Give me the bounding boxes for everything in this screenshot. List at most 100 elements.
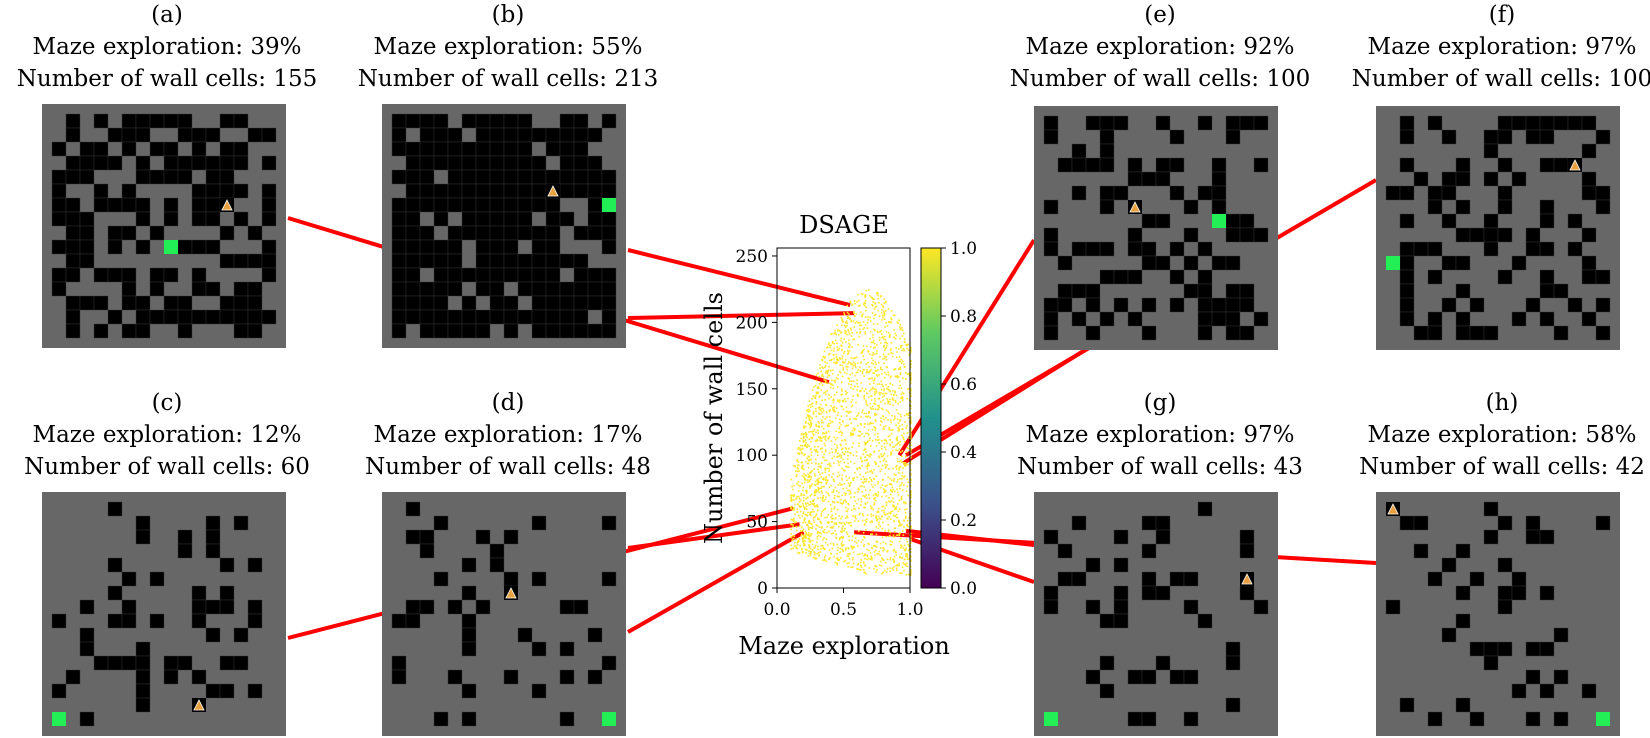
wall-cell	[1141, 171, 1157, 187]
wall-cell	[261, 197, 277, 213]
scatter-point	[878, 550, 881, 553]
scatter-point	[810, 403, 813, 405]
wall-cell	[531, 253, 547, 269]
scatter-point	[833, 405, 836, 408]
scatter-point	[895, 567, 898, 570]
scatter-point	[910, 405, 912, 407]
scatter-point	[890, 321, 892, 324]
scatter-point	[842, 536, 845, 538]
scatter-point	[809, 554, 812, 557]
scatter-point	[901, 434, 903, 437]
scatter-point	[800, 433, 803, 436]
wall-cell	[461, 585, 477, 601]
scatter-point	[905, 502, 907, 505]
scatter-point	[889, 443, 891, 446]
scatter-point	[872, 323, 875, 325]
scatter-point	[817, 548, 819, 551]
scatter-point	[866, 404, 869, 407]
wall-cell	[1399, 311, 1415, 327]
scatter-point	[899, 337, 901, 340]
scatter-point	[888, 535, 890, 538]
wall-cell	[1427, 711, 1443, 727]
scatter-point	[803, 454, 805, 457]
scatter-point	[872, 372, 874, 375]
scatter-point	[834, 449, 837, 451]
scatter-point	[817, 497, 819, 500]
wall-cell	[447, 141, 463, 157]
wall-cell	[1399, 283, 1415, 299]
scatter-point	[884, 542, 887, 545]
scatter-point	[906, 446, 909, 449]
scatter-point	[850, 422, 853, 425]
scatter-point	[884, 402, 886, 405]
scatter-point	[872, 497, 875, 500]
scatter-point	[900, 358, 902, 361]
scatter-point	[863, 435, 866, 438]
wall-cell	[1497, 641, 1513, 657]
scatter-point	[840, 394, 842, 396]
wall-cell	[461, 141, 477, 157]
scatter-point	[824, 554, 827, 557]
scatter-point	[900, 459, 902, 462]
scatter-point	[896, 564, 899, 566]
wall-cell	[601, 655, 617, 671]
wall-cell	[391, 281, 407, 297]
scatter-point	[820, 410, 823, 412]
scatter-point	[790, 536, 792, 539]
scatter-point	[852, 388, 854, 390]
agent-icon	[193, 699, 205, 711]
scatter-point	[880, 420, 882, 422]
scatter-point	[866, 441, 869, 443]
wall-cell	[1581, 255, 1597, 271]
scatter-point	[842, 367, 845, 369]
scatter-point	[847, 565, 850, 568]
wall-cell	[1553, 283, 1569, 299]
wall-cell	[447, 169, 463, 185]
scatter-point	[880, 445, 883, 448]
scatter-point	[812, 430, 815, 432]
wall-cell	[191, 239, 207, 255]
wall-cell	[559, 141, 575, 157]
wall-cell	[461, 641, 477, 657]
wall-cell	[559, 641, 575, 657]
scatter-point	[818, 383, 821, 385]
wall-cell	[1057, 283, 1073, 299]
scatter-point	[859, 485, 862, 488]
scatter-point	[808, 445, 811, 447]
wall-cell	[503, 529, 519, 545]
scatter-point	[884, 446, 886, 448]
scatter-point	[867, 440, 869, 443]
scatter-point	[802, 521, 804, 524]
scatter-point	[814, 480, 817, 483]
wall-cell	[177, 543, 193, 559]
scatter-point	[807, 534, 809, 536]
wall-cell	[517, 281, 533, 297]
scatter-point	[832, 384, 834, 387]
scatter-point	[840, 381, 843, 384]
scatter-point	[875, 515, 878, 517]
scatter-point	[851, 399, 854, 401]
scatter-point	[848, 331, 850, 333]
scatter-point	[874, 484, 876, 487]
scatter-point	[836, 436, 839, 439]
scatter-point	[817, 412, 820, 415]
scatter-point	[902, 392, 905, 395]
scatter-point	[896, 517, 899, 519]
scatter-point	[900, 544, 902, 547]
scatter-point	[901, 489, 904, 492]
scatter-point	[891, 491, 894, 493]
scatter-point	[825, 380, 827, 383]
wall-cell	[489, 155, 505, 171]
scatter-point	[819, 439, 822, 442]
scatter-point	[847, 553, 849, 555]
scatter-point	[836, 358, 838, 361]
x-tick-label: 1.0	[896, 600, 923, 620]
colorbar-gradient	[920, 247, 942, 589]
y-tick-label: 250	[736, 247, 768, 267]
wall-cell	[1085, 325, 1101, 341]
scatter-point	[889, 477, 891, 480]
scatter-point	[852, 395, 855, 397]
scatter-point	[902, 561, 904, 564]
wall-cell	[107, 655, 123, 671]
scatter-point	[843, 362, 845, 364]
